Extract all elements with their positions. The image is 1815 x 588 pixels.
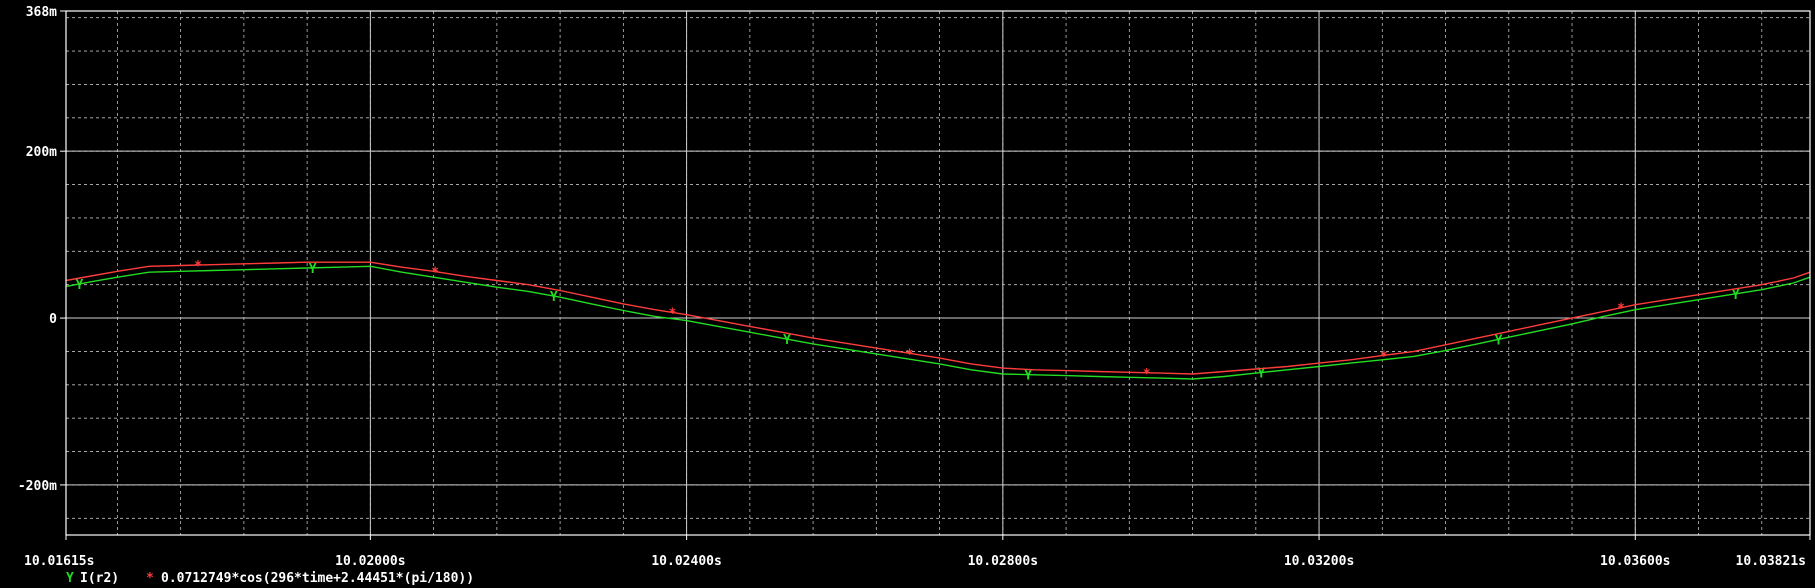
series-marker-0-0: Y xyxy=(76,278,84,293)
y-tick-label-3: -200m xyxy=(18,479,57,494)
series-marker-1-3: * xyxy=(906,347,914,362)
x-tick-label-2: 10.02400s xyxy=(651,554,721,569)
major-grid xyxy=(66,11,1810,535)
x-tick-label-5: 10.03600s xyxy=(1600,554,1670,569)
series-marker-1-4: * xyxy=(1143,367,1151,382)
series-marker-1-6: * xyxy=(1617,302,1625,317)
series-marker-0-6: Y xyxy=(1495,333,1503,348)
series-marker-0-5: Y xyxy=(1257,367,1265,382)
series-marker-1-0: * xyxy=(194,259,202,274)
series-layer: Y Y Y Y Y Y Y Y * * * * * * * xyxy=(65,259,1811,384)
series-marker-1-5: * xyxy=(1380,349,1388,364)
y-tick-label-0: 368m xyxy=(26,5,57,20)
series-marker-0-2: Y xyxy=(550,290,558,305)
series-line-0 xyxy=(65,265,1811,380)
x-tick-label-1: 10.02000s xyxy=(335,554,405,569)
x-tick-label-6: 10.03821s xyxy=(1736,554,1806,569)
legend-label-i-r2: I(r2) xyxy=(80,571,119,586)
legend-label-cos-expression: 0.0712749*cos(296*time+2.44451*(pi/180)) xyxy=(161,571,474,586)
y-tick-label-2: 0 xyxy=(49,312,57,327)
legend: Y I(r2) * 0.0712749*cos(296*time+2.44451… xyxy=(66,571,474,586)
x-tick-label-3: 10.02800s xyxy=(968,554,1038,569)
series-marker-0-7: Y xyxy=(1732,288,1740,303)
series-marker-1-1: * xyxy=(431,266,439,281)
x-tick-labels: 10.01615s 10.02000s 10.02400s 10.02800s 10.0… xyxy=(24,535,1811,569)
x-tick-label-0: 10.01615s xyxy=(24,554,94,569)
series-marker-0-1: Y xyxy=(309,262,317,277)
series-marker-0-4: Y xyxy=(1024,369,1032,384)
series-line-1 xyxy=(65,261,1811,375)
series-marker-0-3: Y xyxy=(783,333,791,348)
y-tick-label-1: 200m xyxy=(26,145,57,160)
legend-marker-cos-expression: * xyxy=(146,571,154,586)
plot-frame xyxy=(65,10,1811,536)
x-tick-label-4: 10.03200s xyxy=(1284,554,1354,569)
series-marker-1-2: * xyxy=(668,306,676,321)
y-tick-labels: 368m 200m 0 -200m xyxy=(18,5,66,494)
legend-marker-i-r2: Y xyxy=(66,571,74,586)
